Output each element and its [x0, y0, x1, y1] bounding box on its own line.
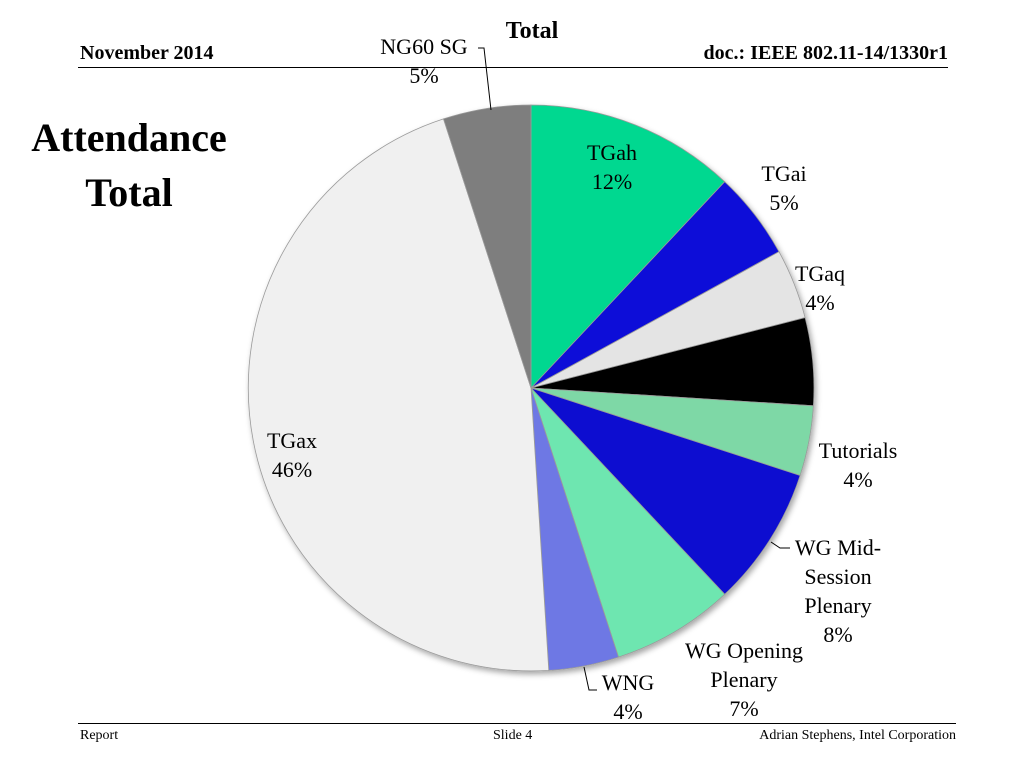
data-label-wg-mid-session-plenary: WG Mid-Session Plenary 8% — [795, 535, 881, 647]
footer-left: Report — [80, 728, 119, 743]
pie-slice-wg-opening-plenary — [530, 387, 726, 658]
slide-title-line1: Attendance — [31, 115, 227, 160]
footer-divider — [78, 723, 956, 724]
footer-author: Adrian Stephens, Intel Corporation — [759, 728, 956, 743]
header-doc-id: doc.: IEEE 802.11-14/1330r1 — [703, 42, 948, 64]
header-date: November 2014 — [80, 42, 214, 64]
data-label-tgah: TGah 12% — [587, 140, 637, 194]
data-label-ng60-sg: NG60 SG 5% — [380, 34, 468, 88]
chart-title: Total — [506, 18, 559, 44]
pie-slice-tgah — [530, 104, 726, 390]
pie-slice-ng60-sg — [442, 104, 532, 389]
leader-line-wg-mid-session-plenary — [770, 541, 790, 549]
pie-slice-wg-mid-session-plenary — [530, 387, 801, 595]
data-label-tutorials: Tutorials 4% — [819, 438, 898, 492]
leader-line-ng60-sg — [478, 47, 492, 111]
slide-title: Attendance Total — [0, 110, 258, 220]
slide-title-line2: Total — [85, 170, 173, 215]
pie-slice-tgax — [247, 118, 550, 672]
data-label-wg-opening-plenary: WG Opening Plenary 7% — [685, 638, 803, 721]
leader-line-wng — [583, 666, 597, 691]
data-label-wng: WNG 4% — [602, 670, 655, 724]
data-label-tgaq: TGaq 4% — [795, 261, 845, 315]
data-label-tgax: TGax 46% — [267, 428, 317, 482]
header-divider — [78, 67, 948, 68]
footer-slide-number: Slide 4 — [493, 728, 533, 743]
data-label-tgai: TGai 5% — [761, 161, 806, 215]
